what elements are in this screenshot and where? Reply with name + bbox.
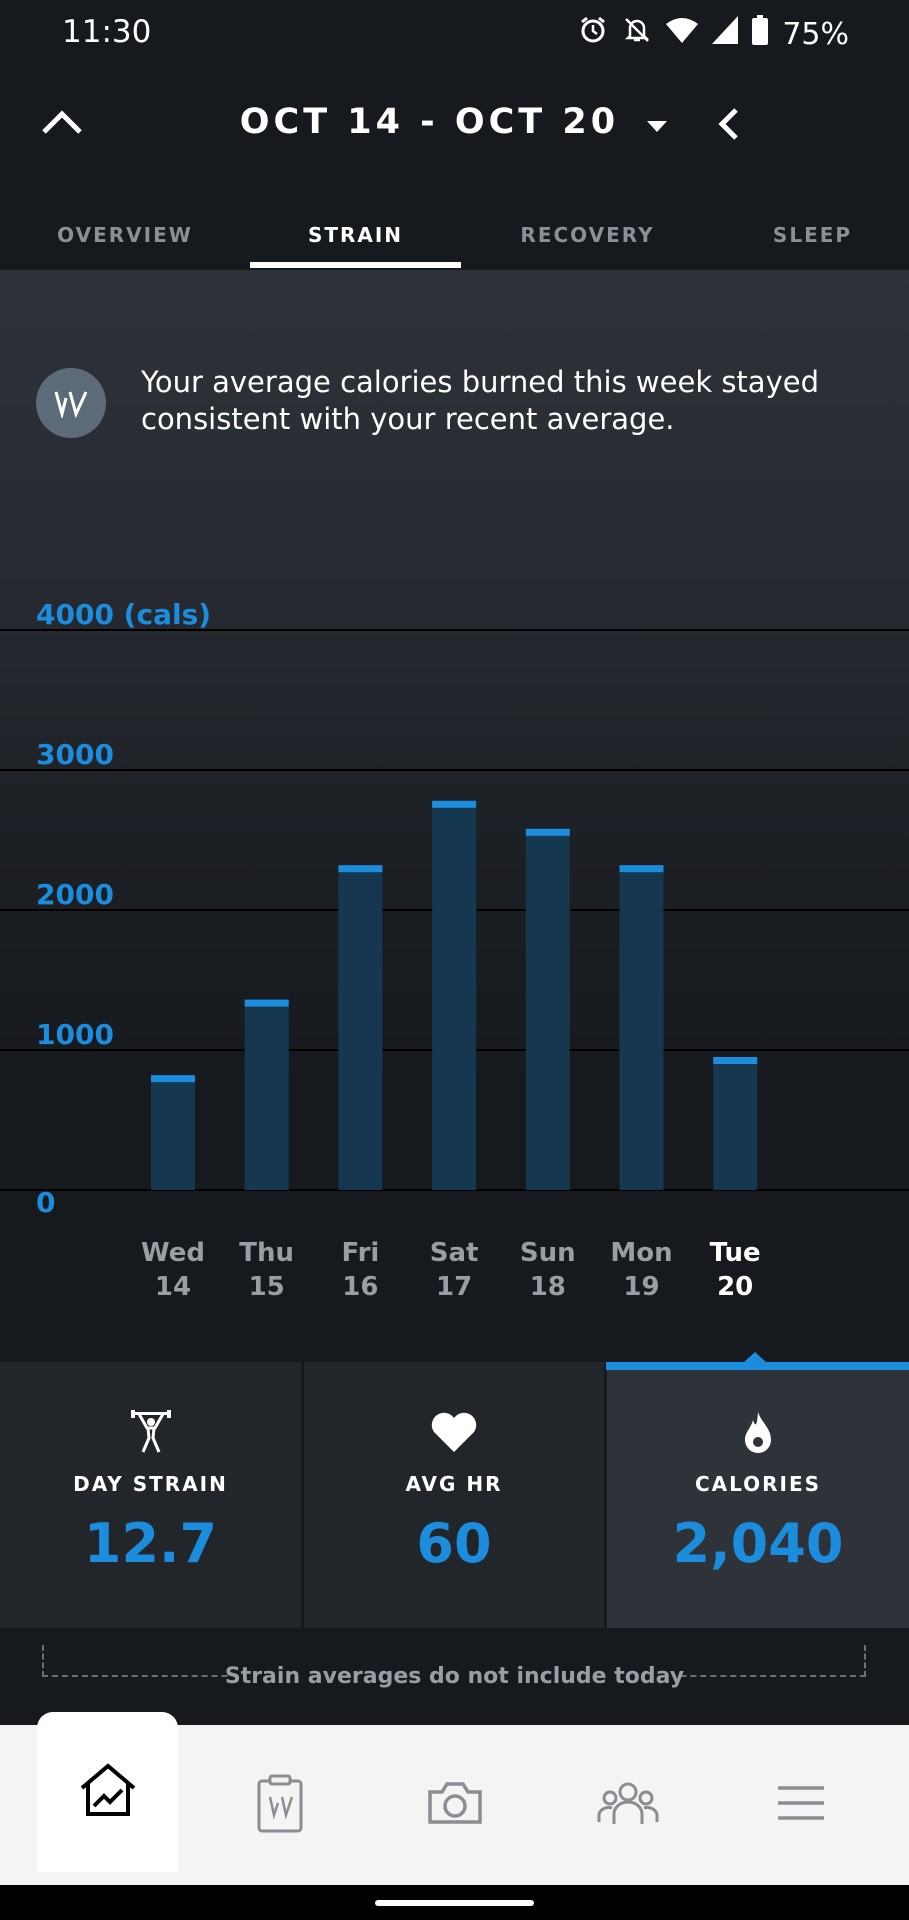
heart-icon <box>304 1410 604 1454</box>
bell-off-icon <box>622 15 652 53</box>
alarm-icon <box>578 15 608 53</box>
y-tick-label: 3000 <box>36 738 114 771</box>
status-time: 11:30 <box>62 14 152 50</box>
chart-bar-cap <box>619 865 664 873</box>
battery-icon <box>752 15 769 53</box>
x-tick-date: 18 <box>529 1272 566 1302</box>
metrics-row: DAY STRAIN 12.7 AVG HR 60 CALORIES 2,040 <box>0 1362 909 1628</box>
x-tick-label[interactable]: Tue 20 <box>690 1236 780 1304</box>
battery-percent: 75% <box>782 16 849 52</box>
chart-bar[interactable] <box>713 1057 758 1190</box>
header <box>0 70 909 200</box>
journal-icon <box>256 1773 304 1837</box>
chart-bar[interactable] <box>338 865 383 1190</box>
x-tick-label[interactable]: Sat 17 <box>409 1236 499 1304</box>
home-chart-icon <box>78 1762 138 1822</box>
chart-bar-cap <box>713 1057 758 1064</box>
x-tick-date: 17 <box>436 1272 473 1302</box>
chart-bar-cap <box>338 865 383 873</box>
x-tick-date: 16 <box>342 1272 379 1302</box>
chart-bar[interactable] <box>151 1075 195 1190</box>
chevron-left-icon[interactable] <box>712 104 744 148</box>
nav-home[interactable] <box>37 1712 178 1872</box>
calories-bar-chart: 0 1000 2000 3000 4000 (cals) <box>0 600 909 1219</box>
x-tick-date: 19 <box>623 1272 660 1302</box>
flame-icon <box>607 1410 909 1454</box>
chart-bar[interactable] <box>619 865 664 1190</box>
x-tick-date: 20 <box>717 1272 754 1302</box>
camera-icon <box>426 1780 484 1830</box>
x-tick-label[interactable]: Mon 19 <box>597 1236 687 1304</box>
chart-bar[interactable] <box>244 999 289 1190</box>
metric-avg-hr[interactable]: AVG HR 60 <box>304 1362 604 1628</box>
whoop-logo-icon <box>36 368 106 438</box>
insight-text: Your average calories burned this week s… <box>141 365 819 436</box>
metric-value: 12.7 <box>83 1512 218 1575</box>
x-tick-date: 14 <box>154 1272 192 1302</box>
nav-camera[interactable] <box>395 1725 515 1885</box>
x-tick-label[interactable]: Thu 15 <box>222 1236 312 1304</box>
x-tick-date: 15 <box>248 1272 285 1302</box>
metric-value: 2,040 <box>672 1512 844 1575</box>
signal-icon <box>712 16 739 52</box>
footnote-background <box>230 1660 679 1700</box>
x-tick-day: Thu <box>239 1238 295 1268</box>
x-tick-day: Sat <box>429 1238 479 1268</box>
menu-icon <box>776 1784 826 1826</box>
x-tick-label[interactable]: Sun 18 <box>503 1236 593 1304</box>
metric-calories[interactable]: CALORIES 2,040 <box>607 1362 909 1628</box>
tab-sleep[interactable]: SLEEP <box>772 223 853 247</box>
x-tick-day: Mon <box>610 1238 673 1268</box>
chart-bar-cap <box>244 999 289 1007</box>
tab-active-indicator <box>250 262 461 268</box>
tab-strain[interactable]: STRAIN <box>307 223 404 247</box>
bottom-navigation <box>0 1712 909 1885</box>
chart-bar-cap <box>151 1075 195 1083</box>
nav-journal[interactable] <box>220 1725 340 1885</box>
x-tick-day: Fri <box>341 1238 380 1268</box>
chevron-up-icon[interactable] <box>40 106 84 142</box>
footnote-text: Strain averages do not include today <box>224 1664 685 1689</box>
weightlifter-icon <box>0 1410 301 1454</box>
chart-bar[interactable] <box>525 828 570 1190</box>
x-tick-day: Sun <box>519 1238 576 1268</box>
tab-overview[interactable]: OVERVIEW <box>57 223 193 247</box>
metric-label: CALORIES <box>694 1472 822 1496</box>
nav-menu[interactable] <box>741 1725 861 1885</box>
date-range-selector[interactable]: OCT 14 - OCT 20 <box>0 102 909 143</box>
metric-label: DAY STRAIN <box>73 1472 228 1496</box>
metric-day-strain[interactable]: DAY STRAIN 12.7 <box>0 1362 301 1628</box>
metric-active-caret <box>743 1352 767 1363</box>
date-range-label: OCT 14 - OCT 20 <box>239 102 620 142</box>
metric-active-indicator <box>606 1362 909 1370</box>
metric-label: AVG HR <box>405 1472 503 1496</box>
y-tick-label: 2000 <box>36 878 114 911</box>
chart-bar-cap <box>432 800 477 808</box>
y-tick-label: 4000 (cals) <box>36 600 211 631</box>
community-icon <box>596 1780 660 1830</box>
chart-bar[interactable] <box>432 800 477 1190</box>
metric-value: 60 <box>416 1512 492 1575</box>
x-tick-day: Wed <box>141 1238 205 1268</box>
y-tick-label: 0 <box>36 1186 55 1219</box>
x-tick-label[interactable]: Fri 16 <box>315 1236 405 1304</box>
y-tick-label: 1000 <box>36 1018 114 1051</box>
tab-bar: OVERVIEW STRAIN RECOVERY SLEEP <box>0 200 909 270</box>
chart-bar-cap <box>525 828 570 836</box>
status-icons: 75% <box>578 14 849 54</box>
nav-community[interactable] <box>568 1725 688 1885</box>
x-tick-label[interactable]: Wed 14 <box>128 1236 218 1304</box>
tab-recovery[interactable]: RECOVERY <box>520 223 655 247</box>
x-tick-day: Tue <box>709 1238 761 1268</box>
wifi-icon <box>666 16 699 52</box>
home-gesture-handle[interactable] <box>375 1900 534 1906</box>
caret-down-icon <box>645 103 669 143</box>
